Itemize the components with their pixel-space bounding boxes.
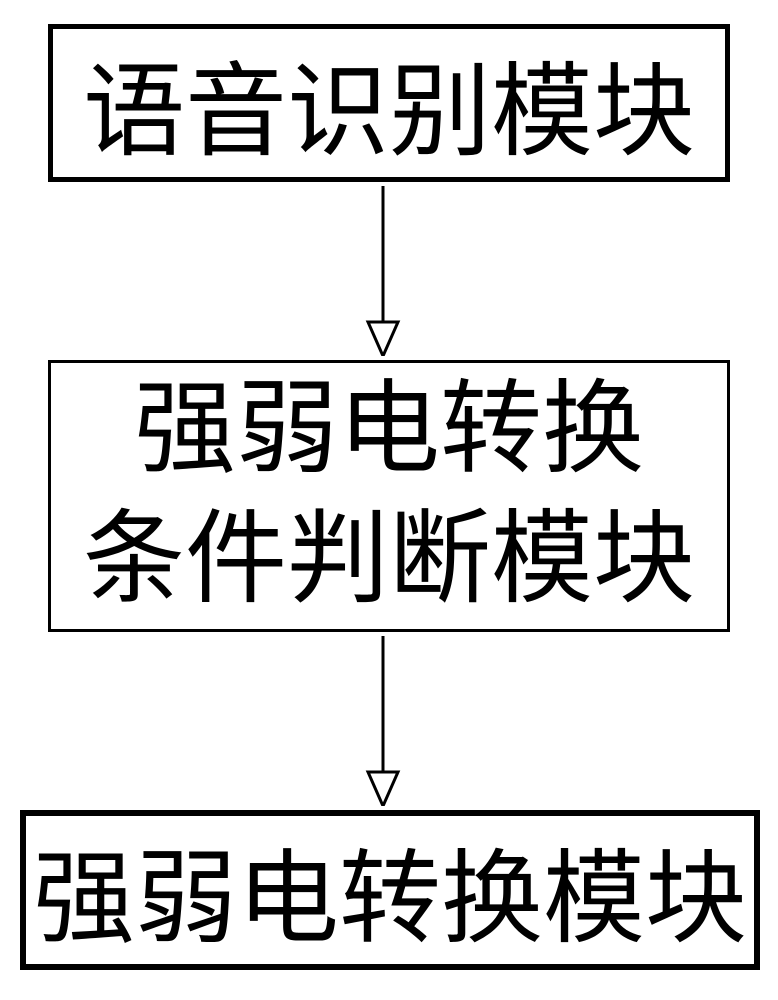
flowchart-node-label: 条件判断模块 xyxy=(83,496,695,626)
flowchart-node-label: 强弱电转换 xyxy=(134,366,644,496)
flowchart-node: 语音识别模块 xyxy=(48,24,730,182)
flowchart-node-label: 强弱电转换模块 xyxy=(33,817,747,964)
flowchart-node: 强弱电转换条件判断模块 xyxy=(48,360,730,632)
flowchart-arrow xyxy=(363,636,403,806)
flowchart-node-label: 语音识别模块 xyxy=(83,30,695,177)
flowchart-node: 强弱电转换模块 xyxy=(20,810,760,970)
flowchart-arrow xyxy=(363,186,403,356)
